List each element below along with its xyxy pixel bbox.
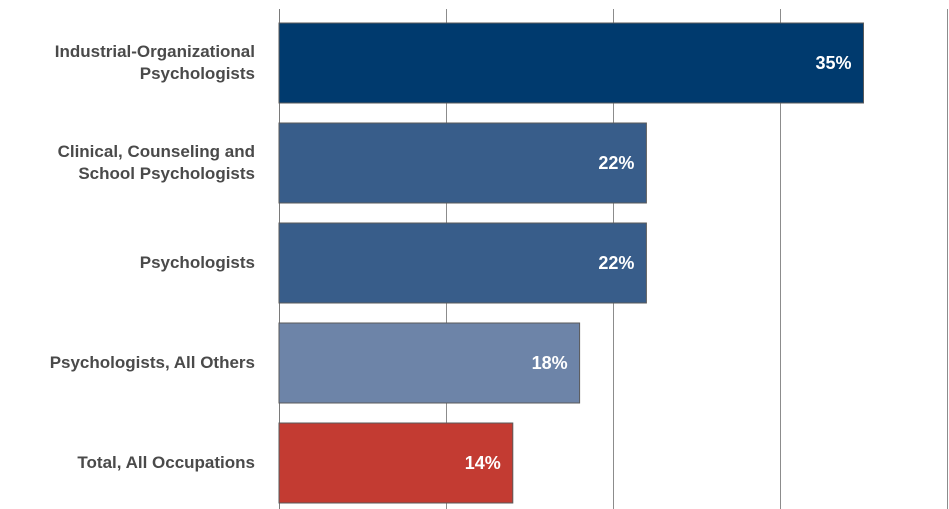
- category-label: Psychologists, All Others: [0, 352, 255, 374]
- bar-value-label: 22%: [598, 153, 634, 173]
- category-label-line: Industrial-Organizational: [54, 42, 255, 61]
- category-label: Total, All Occupations: [0, 452, 255, 474]
- bar: [278, 422, 514, 504]
- bar-value-label: 22%: [598, 253, 634, 273]
- category-label-line: Clinical, Counseling and: [57, 142, 255, 161]
- bar-value-label: 35%: [815, 53, 851, 73]
- category-label-line: Psychologists, All Others: [49, 353, 255, 372]
- bar: [278, 22, 864, 104]
- bar: [278, 122, 647, 204]
- bar: [278, 322, 581, 404]
- bar-value-label: 18%: [532, 353, 568, 373]
- bar-value-label: 14%: [465, 453, 501, 473]
- category-label: Clinical, Counseling and School Psycholog…: [0, 141, 255, 185]
- category-label-line: Psychologists: [139, 64, 255, 83]
- category-label-line: Total, All Occupations: [77, 453, 255, 472]
- bar: [278, 222, 647, 304]
- category-label-line: Psychologists: [139, 253, 255, 272]
- category-label-line: School Psychologists: [78, 164, 255, 183]
- category-label: Psychologists: [0, 252, 255, 274]
- category-label: Industrial-Organizational Psychologists: [0, 41, 255, 85]
